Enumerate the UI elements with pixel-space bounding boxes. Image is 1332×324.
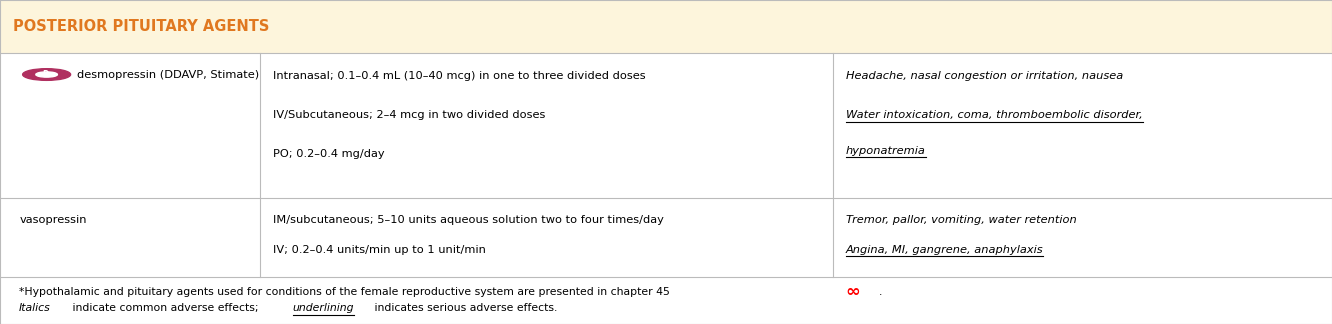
Text: Water intoxication, coma, thromboembolic disorder,: Water intoxication, coma, thromboembolic…	[846, 110, 1143, 120]
Text: hyponatremia: hyponatremia	[846, 146, 926, 156]
Text: indicates serious adverse effects.: indicates serious adverse effects.	[372, 303, 558, 313]
Circle shape	[36, 72, 57, 77]
Text: IV; 0.2–0.4 units/min up to 1 unit/min: IV; 0.2–0.4 units/min up to 1 unit/min	[273, 245, 486, 255]
Text: indicate common adverse effects;: indicate common adverse effects;	[68, 303, 261, 313]
Bar	[0, 0, 1332, 53]
Text: Italics: Italics	[19, 303, 51, 313]
Text: ∞: ∞	[846, 283, 860, 301]
Text: Angina, MI, gangrene, anaphylaxis: Angina, MI, gangrene, anaphylaxis	[846, 245, 1043, 255]
Text: *Hypothalamic and pituitary agents used for conditions of the female reproductiv: *Hypothalamic and pituitary agents used …	[19, 287, 670, 297]
Text: vasopressin: vasopressin	[20, 215, 88, 226]
Text: PO; 0.2–0.4 mg/day: PO; 0.2–0.4 mg/day	[273, 149, 385, 159]
Text: POSTERIOR PITUITARY AGENTS: POSTERIOR PITUITARY AGENTS	[13, 19, 269, 34]
Text: Pr: Pr	[41, 70, 52, 79]
Text: .: .	[879, 287, 882, 297]
Text: Tremor, pallor, vomiting, water retention: Tremor, pallor, vomiting, water retentio…	[846, 215, 1076, 226]
Text: IM/subcutaneous; 5–10 units aqueous solution two to four times/day: IM/subcutaneous; 5–10 units aqueous solu…	[273, 215, 663, 226]
Text: underlining: underlining	[293, 303, 354, 313]
Text: desmopressin (DDAVP, Stimate): desmopressin (DDAVP, Stimate)	[77, 70, 260, 79]
Text: Intranasal; 0.1–0.4 mL (10–40 mcg) in one to three divided doses: Intranasal; 0.1–0.4 mL (10–40 mcg) in on…	[273, 71, 646, 81]
Text: IV/Subcutaneous; 2–4 mcg in two divided doses: IV/Subcutaneous; 2–4 mcg in two divided …	[273, 110, 545, 120]
Circle shape	[23, 69, 71, 80]
Text: Headache, nasal congestion or irritation, nausea: Headache, nasal congestion or irritation…	[846, 71, 1123, 81]
